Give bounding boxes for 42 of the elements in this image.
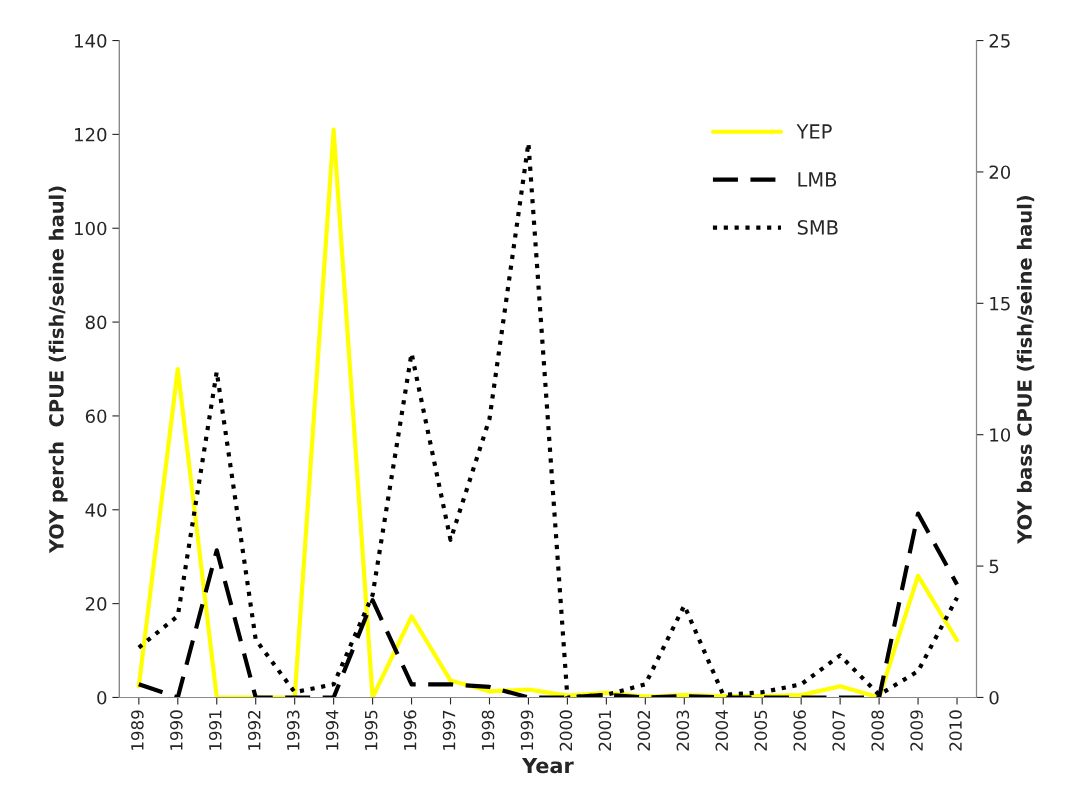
y-tick-label: 0 [97, 690, 107, 705]
x-tick-label: 2010 [949, 710, 962, 751]
y2-tick-label: 5 [989, 559, 999, 574]
x-tick-label: 2007 [832, 710, 845, 751]
x-tick-label: 2009 [910, 710, 923, 751]
x-tick-label: 1999 [520, 710, 534, 750]
x-tick-label: 1998 [481, 710, 495, 750]
legend-label: LMB [798, 172, 837, 187]
y-tick-label: 60 [85, 409, 107, 424]
y2-tick-label: 25 [989, 34, 1010, 48]
y2-tick-label: 15 [990, 297, 1010, 311]
x-tick-label: 2008 [871, 710, 884, 751]
y-axis-title: YOY perch CPUE (fish/seine haul) [48, 186, 68, 554]
x-tick-label: 1991 [208, 710, 222, 750]
x-tick-label: 1994 [325, 710, 339, 750]
y2-tick-label: 0 [989, 690, 999, 705]
x-tick-label: 2000 [559, 710, 573, 751]
y-tick-label: 140 [75, 34, 107, 48]
x-tick-label: 1992 [247, 710, 261, 750]
x-axis-title: Year [521, 757, 574, 774]
x-tick-label: 1990 [170, 710, 183, 750]
x-tick-label: 1993 [286, 710, 300, 750]
x-tick-label: 2002 [637, 710, 651, 751]
legend-label: SMB [797, 220, 838, 235]
x-tick-label: 1997 [442, 710, 456, 750]
x-tick-label: 2003 [676, 710, 690, 751]
x-tick-label: 2006 [793, 710, 807, 751]
y-tick-label: 100 [75, 221, 107, 236]
x-tick-label: 1995 [364, 710, 378, 750]
x-tick-label: 2005 [754, 710, 768, 751]
y-tick-label: 20 [85, 597, 107, 611]
y-tick-label: 40 [85, 503, 107, 517]
x-tick-label: 1996 [403, 710, 417, 750]
y2-tick-label: 20 [989, 165, 1011, 180]
x-tick-label: 2004 [715, 710, 729, 751]
legend-label: YEP [796, 124, 832, 139]
x-tick-label: 1989 [131, 710, 144, 750]
y2-tick-label: 10 [990, 428, 1011, 442]
y-tick-label: 80 [85, 315, 107, 330]
y-tick-label: 120 [75, 127, 107, 142]
x-tick-label: 2001 [598, 710, 612, 751]
y2-axis-title: YOY bass CPUE (fish/seine haul) [1016, 195, 1035, 544]
